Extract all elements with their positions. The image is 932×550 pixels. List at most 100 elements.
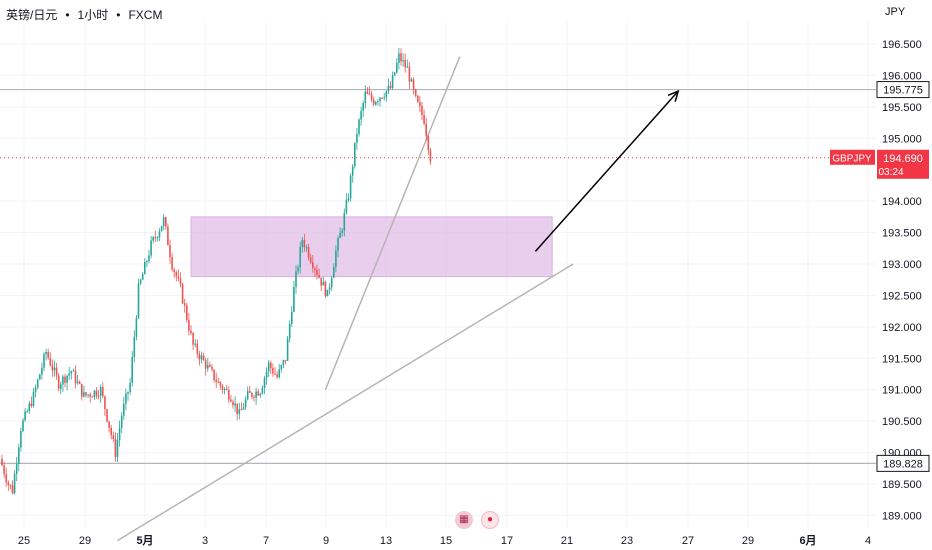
candle-body — [47, 352, 49, 358]
candle-body — [175, 272, 178, 277]
candle-body — [412, 79, 415, 90]
candle-body — [278, 369, 280, 378]
candle-body — [339, 232, 341, 238]
candle-body — [144, 261, 146, 275]
y-tick-label: 195.500 — [882, 102, 922, 114]
x-tick-label: 4 — [865, 535, 871, 547]
candle-body — [351, 166, 354, 176]
candle-body — [408, 66, 411, 82]
candle-body — [114, 438, 117, 457]
candle-body — [49, 357, 52, 366]
symbol-name[interactable]: 英镑/日元 — [6, 8, 58, 22]
candle-body — [228, 389, 230, 400]
candle-body — [341, 230, 343, 233]
candle-body — [267, 362, 270, 372]
candle-body — [280, 365, 283, 370]
candle-body — [356, 134, 358, 143]
candle-body — [337, 237, 339, 251]
candle-body — [51, 365, 54, 371]
candle-body — [24, 411, 26, 421]
candle-body — [372, 99, 375, 105]
candle-body — [320, 277, 322, 286]
y-tick-label: 193.000 — [882, 259, 922, 271]
candle-body — [20, 430, 22, 448]
candle-body — [404, 60, 406, 68]
candle-body — [253, 396, 255, 398]
candle-body — [360, 110, 362, 120]
candle-body — [85, 392, 87, 396]
candle-body — [190, 330, 192, 334]
level-price-tag — [876, 81, 930, 99]
candle-body — [383, 97, 385, 99]
candle-body — [158, 231, 161, 238]
candle-body — [89, 394, 91, 397]
candle-body — [246, 390, 249, 400]
chart-grid — [0, 22, 876, 528]
candle-body — [368, 93, 371, 95]
candle-body — [429, 150, 432, 162]
x-tick-label: 3 — [202, 535, 208, 547]
candle-body — [3, 465, 5, 475]
candle-body — [198, 353, 201, 360]
supply-demand-zone[interactable] — [190, 216, 553, 278]
interval-label[interactable]: 1小时 — [77, 8, 109, 22]
candle-body — [196, 343, 199, 354]
candle-body — [95, 390, 98, 396]
candle-body — [211, 366, 213, 370]
separator: • — [65, 7, 70, 22]
candle-body — [240, 409, 243, 411]
candle-body — [194, 343, 196, 345]
candle-body — [259, 393, 262, 396]
candle-body — [381, 97, 383, 99]
candle-body — [303, 239, 306, 248]
trend-lines[interactable] — [117, 56, 574, 542]
candle-body — [9, 485, 12, 487]
x-axis: 25 29 5月 3 7 9 13 15 17 21 23 27 29 6月 4 — [18, 534, 871, 547]
calendar-news-icon[interactable]: ▦ — [455, 511, 473, 529]
candle-body — [299, 246, 301, 268]
candle-body — [97, 395, 100, 397]
arrow-shaft — [534, 90, 679, 252]
candle-body — [402, 60, 404, 62]
candle-body — [72, 370, 75, 372]
x-tick-label: 25 — [18, 535, 30, 547]
candle-body — [377, 101, 379, 103]
candle-body — [312, 262, 314, 269]
candle-body — [177, 276, 180, 279]
candle-body — [217, 382, 220, 384]
candle-body — [207, 364, 209, 369]
candle-body — [200, 355, 203, 360]
record-dot-icon[interactable]: ● — [481, 511, 499, 529]
candle-body — [417, 95, 419, 102]
candle-body — [110, 427, 112, 436]
candle-body — [160, 226, 163, 232]
candle-body — [379, 97, 381, 102]
y-tick-label: 189.500 — [882, 479, 922, 491]
currency-label[interactable]: JPY — [885, 6, 906, 18]
candle-body — [91, 396, 94, 398]
candle-body — [385, 91, 388, 98]
price-tags: 195.775 189.828 194.690 03:24 GBPJPY — [830, 81, 930, 472]
event-icons: ▦ ● — [455, 511, 499, 529]
candle-body — [125, 393, 127, 404]
candle-body — [202, 355, 205, 361]
y-tick-label: 196.000 — [882, 70, 922, 82]
candle-body — [322, 281, 325, 286]
candle-body — [209, 364, 211, 367]
candle-body — [76, 381, 79, 384]
projection-arrow[interactable] — [534, 89, 680, 252]
candle-body — [5, 474, 7, 483]
candle-body — [106, 409, 108, 422]
candle-body — [309, 257, 312, 263]
horizontal-levels[interactable] — [0, 88, 876, 464]
candle-body — [270, 362, 272, 369]
y-tick-label: 195.000 — [882, 133, 922, 145]
candle-body — [362, 103, 364, 111]
candle-body — [68, 373, 70, 376]
candle-body — [32, 391, 35, 406]
candle-body — [133, 336, 136, 358]
candle-body — [186, 305, 188, 320]
candle-body — [28, 403, 31, 412]
candle-body — [249, 390, 251, 393]
